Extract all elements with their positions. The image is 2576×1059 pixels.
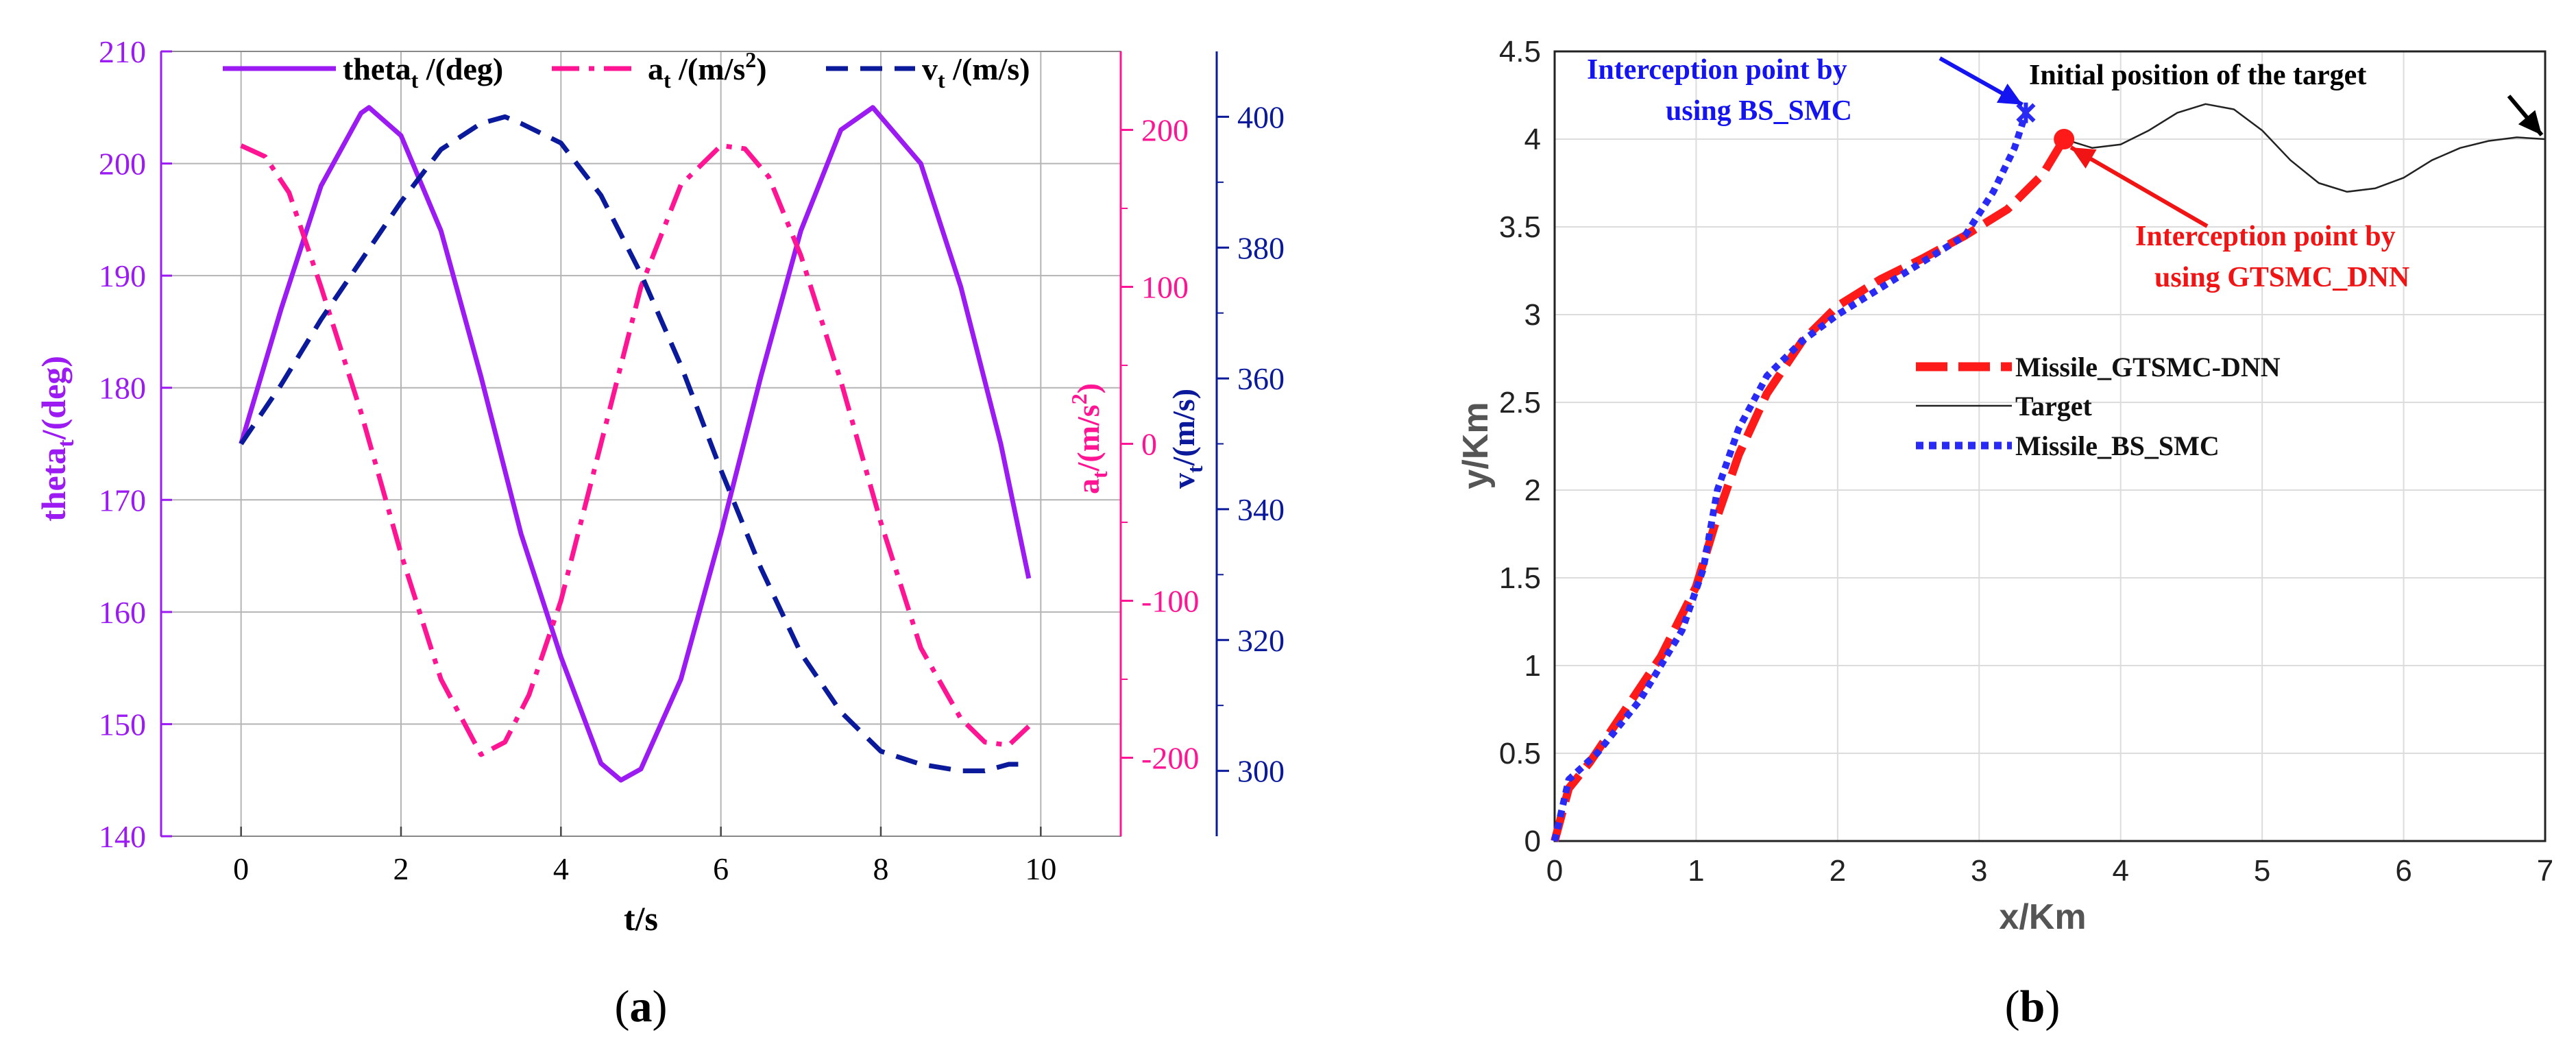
x-tick-label: 2 xyxy=(1830,854,1846,888)
panel-a-caption: (a) xyxy=(615,982,668,1032)
annotation-bs-line1: Interception point by xyxy=(1587,54,1847,86)
x-tick-label: 4 xyxy=(2112,854,2128,888)
series-theta-t xyxy=(239,105,1032,783)
y-tick-label: 2 xyxy=(1524,474,1541,507)
panel-b-series xyxy=(1551,102,2546,842)
interception-marker-gtsmc xyxy=(2054,129,2075,149)
x-tick-label: 1 xyxy=(1688,854,1704,888)
arrow-target-head xyxy=(2518,110,2542,135)
y-tick-label: 1 xyxy=(1524,649,1541,683)
x-tick-label: 0 xyxy=(233,851,249,886)
v-tick-label: 380 xyxy=(1237,230,1285,265)
x-tick-label: 6 xyxy=(2395,854,2411,888)
series-missile-bs-smc xyxy=(1551,112,2030,842)
annotation-gt-line2: using GTSMC_DNN xyxy=(2154,262,2409,293)
panel-a-series xyxy=(239,105,1032,783)
series-v-t xyxy=(239,114,1029,774)
x-tick-label: 6 xyxy=(713,851,729,886)
theta-tick-label: 170 xyxy=(99,483,146,518)
a-tick-label: 100 xyxy=(1141,270,1189,305)
panel-a-grid xyxy=(161,51,1121,837)
panel-b-arrows xyxy=(1939,56,2544,228)
y-tick-label: 4.5 xyxy=(1499,35,1541,69)
x-tick-label: 3 xyxy=(1971,854,1987,888)
panel-a-xlabel: t/s xyxy=(624,899,658,938)
panel-b-caption: (b) xyxy=(2005,982,2061,1032)
x-tick-label: 7 xyxy=(2537,854,2553,888)
x-tick-label: 5 xyxy=(2254,854,2270,888)
theta-tick-label: 210 xyxy=(99,34,146,69)
a-tick-label: 0 xyxy=(1141,427,1157,462)
panel-a-plot-frame xyxy=(160,51,1121,837)
arrow-gtsmc-shaft xyxy=(2069,145,2209,228)
legend-a-label: at /(m/s2) xyxy=(648,47,767,93)
panel-b-ylabel: y/Km xyxy=(1456,402,1496,489)
v-tick-label: 320 xyxy=(1237,623,1285,658)
x-tick-label: 8 xyxy=(873,851,889,886)
panel-b-axes: 0 1 2 3 4 5 6 7 0 0.5 1 1.5 2 2.5 3 3.5 4 4.5 xyxy=(1499,35,2553,888)
panel-b-xlabel: x/Km xyxy=(1999,897,2086,937)
legend-bs-label: Missile_BS_SMC xyxy=(2015,430,2220,461)
y-tick-label: 0 xyxy=(1524,825,1541,858)
y-tick-label: 3 xyxy=(1524,298,1541,332)
a-tick-label: -200 xyxy=(1141,741,1199,776)
v-tick-label: 360 xyxy=(1237,361,1285,396)
y-tick-label: 1.5 xyxy=(1499,561,1541,595)
arrow-gtsmc-head xyxy=(2071,147,2097,169)
theta-tick-label: 190 xyxy=(99,258,146,293)
y-tick-label: 0.5 xyxy=(1499,737,1541,770)
legend-theta-label: thetat /(deg) xyxy=(343,51,503,93)
arrow-bs-head xyxy=(1996,84,2023,105)
annotation-bs-line2: using BS_SMC xyxy=(1666,95,1852,127)
panel-a-ylabel-a: at/(m/s2) xyxy=(1067,383,1112,494)
panel-b: 0 1 2 3 4 5 6 7 0 0.5 1 1.5 2 2.5 3 3.5 4 4.5 Missile_GTS… xyxy=(1456,35,2553,1032)
legend-v-label: vt /(m/s) xyxy=(922,51,1030,93)
y-tick-label: 2.5 xyxy=(1499,386,1541,419)
theta-tick-label: 150 xyxy=(99,707,146,742)
theta-tick-label: 160 xyxy=(99,595,146,630)
interception-marker-bs xyxy=(2016,102,2036,123)
panel-a: 0 2 4 6 8 10 140 150 160 170 180 190 200 210 -200 -100 0… xyxy=(34,34,1285,1032)
theta-tick-label: 140 xyxy=(99,819,146,854)
panel-a-axes: 0 2 4 6 8 10 140 150 160 170 180 190 200 210 -200 -100 0… xyxy=(99,34,1285,886)
legend-target-label: Target xyxy=(2015,391,2093,422)
series-target xyxy=(2063,103,2546,193)
annotation-gt-line1: Interception point by xyxy=(2135,221,2396,252)
panel-a-ylabel-v: vt/(m/s) xyxy=(1166,389,1207,489)
a-tick-label: -100 xyxy=(1141,584,1199,619)
x-tick-label: 0 xyxy=(1546,854,1563,888)
series-a-t xyxy=(240,143,1031,757)
y-tick-label: 4 xyxy=(1524,123,1541,156)
a-tick-label: 200 xyxy=(1141,113,1189,148)
x-tick-label: 2 xyxy=(393,851,409,886)
v-tick-label: 300 xyxy=(1237,754,1285,789)
series-missile-gtsmc-dnn xyxy=(1551,136,2068,842)
panel-a-legend: thetat /(deg) at /(m/s2) vt /(m/s) xyxy=(223,47,1030,93)
x-tick-label: 10 xyxy=(1025,851,1056,886)
theta-tick-label: 200 xyxy=(99,147,146,182)
panel-b-legend: Missile_GTSMC-DNN Target Missile_BS_SMC xyxy=(1916,352,2281,461)
legend-gtsmc-label: Missile_GTSMC-DNN xyxy=(2015,352,2281,382)
v-tick-label: 340 xyxy=(1237,492,1285,527)
panel-b-plot-frame xyxy=(1553,50,2547,842)
annotation-target: Initial position of the target xyxy=(2029,60,2366,91)
x-tick-label: 4 xyxy=(553,851,569,886)
theta-tick-label: 180 xyxy=(99,371,146,406)
y-tick-label: 3.5 xyxy=(1499,210,1541,244)
panel-b-annotations: Interception point by using BS_SMC Inter… xyxy=(1587,54,2544,293)
v-tick-label: 400 xyxy=(1237,99,1285,134)
panel-a-ylabel-theta: thetat/(deg) xyxy=(34,356,79,522)
